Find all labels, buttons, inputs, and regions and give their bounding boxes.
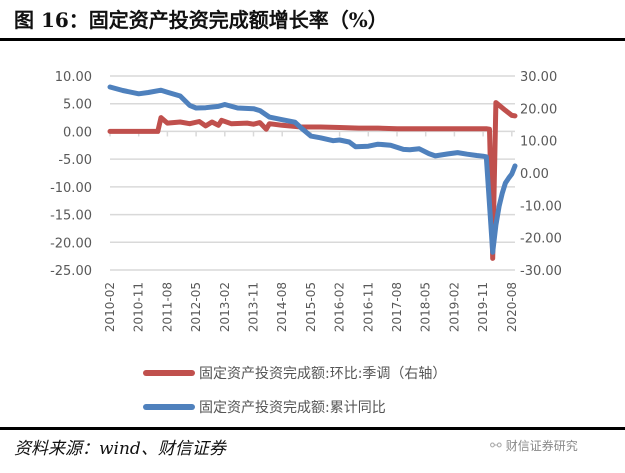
x-tick-label: 2016-02 (333, 282, 347, 332)
x-tick-label: 2012-05 (189, 282, 203, 332)
series-line-qoq (107, 100, 518, 261)
source-note: 资料来源：wind、财信证券 (14, 439, 226, 459)
series-line-yoy (107, 84, 518, 255)
x-tick-label: 2015-05 (304, 282, 318, 332)
x-tick-label: 2014-08 (275, 282, 289, 332)
x-tick-label: 2016-11 (361, 282, 375, 332)
right-tick-label: 0.00 (520, 167, 549, 182)
right-tick-label: -30.00 (520, 264, 562, 279)
left-tick-label: -25.00 (50, 264, 92, 279)
legend-label: 固定资产投资完成额:环比:季调（右轴） (199, 366, 447, 382)
legend-item-yoy: 固定资产投资完成额:累计同比 (143, 397, 386, 417)
left-tick-label: 10.00 (55, 70, 92, 85)
right-tick-label: -20.00 (520, 232, 562, 247)
legend-swatch-red (143, 370, 195, 376)
watermark-text: 财信证券研究 (505, 439, 578, 453)
line-chart: 10.00 5.00 0.00 -5.00 -10.00 -15.00 -20.00 -25.… (50, 70, 562, 332)
x-tick-label: 2010-11 (132, 282, 146, 332)
right-tick-label: 30.00 (520, 70, 557, 85)
left-tick-label: 5.00 (63, 98, 92, 113)
right-tick-label: 10.00 (520, 135, 557, 150)
left-tick-label: -5.00 (58, 153, 92, 168)
x-tick-label: 2010-02 (103, 282, 117, 332)
x-tick-label: 2013-02 (218, 282, 232, 332)
x-tick-label: 2019-11 (476, 282, 490, 332)
x-tick-label: 2018-05 (419, 282, 433, 332)
left-tick-label: -10.00 (50, 181, 92, 196)
right-tick-label: -10.00 (520, 199, 562, 214)
footer-divider (0, 427, 625, 430)
left-tick-label: -20.00 (50, 236, 92, 251)
wechat-icon: ⚯ (490, 437, 502, 454)
x-tick-label: 2017-08 (390, 282, 404, 332)
x-tick-label: 2011-08 (160, 282, 174, 332)
x-tick-label: 2020-08 (505, 282, 519, 332)
right-tick-label: 20.00 (520, 102, 557, 117)
legend-item-qoq: 固定资产投资完成额:环比:季调（右轴） (143, 363, 446, 383)
x-tick-label: 2013-11 (247, 282, 261, 332)
watermark: ⚯ 财信证券研究 (490, 437, 578, 454)
legend-label: 固定资产投资完成额:累计同比 (199, 400, 386, 416)
left-tick-label: 0.00 (63, 125, 92, 140)
title-divider (0, 38, 625, 41)
legend-swatch-blue (143, 404, 195, 410)
left-tick-label: -15.00 (50, 209, 92, 224)
figure-title: 图 16：固定资产投资完成额增长率（%） (14, 8, 388, 32)
x-tick-label: 2019-02 (447, 282, 461, 332)
